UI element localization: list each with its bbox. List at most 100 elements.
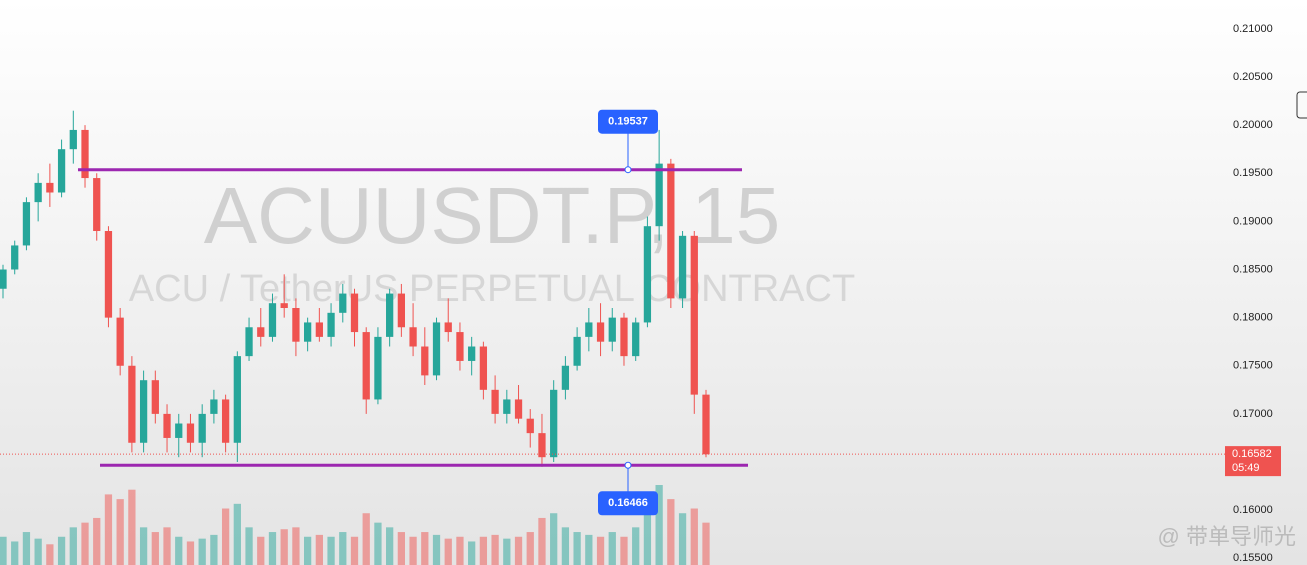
volume-bar [421,532,429,565]
candle-body [573,336,581,366]
y-tick-label: 0.19000 [1233,215,1273,227]
y-tick-label: 0.16000 [1233,504,1273,516]
candle-body [561,365,570,390]
volume-bar [315,534,323,565]
level-anchor [624,166,632,174]
axis-button[interactable] [1296,91,1307,119]
volume-bar [585,534,593,565]
volume-bar [233,503,241,565]
candle-body [632,322,640,357]
y-tick-label: 0.19500 [1233,167,1273,179]
candle-body [34,182,42,203]
volume-bar [620,536,628,565]
volume-bar [57,536,66,565]
volume-bar [561,527,570,565]
candle-body [643,226,652,323]
volume-bar [22,532,31,565]
y-tick-label: 0.17500 [1233,360,1273,372]
candle-body [526,418,534,434]
candle-body [280,303,288,309]
volume-bar [573,532,581,565]
y-tick-label: 0.20000 [1233,119,1273,131]
volume-bar [538,517,546,565]
candle-body [163,413,171,438]
volume-bar [514,536,523,565]
volume-bar [69,527,77,565]
volume-bar [198,538,206,565]
candle-body [503,399,511,414]
candle-body [11,245,19,270]
candle-body [514,399,523,419]
level-label: 0.16466 [608,497,648,509]
volume-bar [374,522,382,565]
volume-bar [702,522,710,565]
candle-body [245,327,253,357]
volume-bar [655,485,663,565]
volume-bar [81,522,89,565]
candle-body [690,235,698,395]
candle-body [444,322,452,333]
candle-body [456,332,464,361]
y-tick-label: 0.21000 [1233,23,1273,35]
candle-body [315,322,323,337]
candle-body [104,231,113,318]
candle-body [304,322,312,342]
volume-bar [257,536,265,565]
y-tick-label: 0.17000 [1233,408,1273,420]
volume-bar [350,536,359,565]
last-price-label: 0.16582 [1232,448,1272,460]
y-tick-label: 0.18500 [1233,263,1273,275]
candle-body [667,163,675,299]
volume-bar [221,508,230,565]
candle-body [116,317,124,366]
candle-body [585,322,593,337]
candle-body [596,322,605,342]
volume-bar [386,527,394,565]
candle-body [538,433,546,458]
candle-body [175,423,183,438]
volume-bar [163,527,171,565]
watermark-author: @ 带单导师光 [1158,524,1296,549]
candle-body [479,346,488,390]
volume-bar [608,532,616,565]
candle-body [93,178,101,232]
candle-body [409,327,417,347]
volume-bar [397,532,405,565]
candle-body [128,365,136,443]
candle-body [221,399,230,443]
volume-bar [175,536,183,565]
candle-body [22,202,31,246]
candle-body [292,308,300,342]
candle-body [608,317,616,342]
volume-bar [479,536,488,565]
volume-bar [280,529,288,565]
candle-body [374,336,382,400]
candle-body [186,423,195,443]
candle-body [81,129,89,179]
level-anchor [624,461,632,469]
candle-body [139,380,148,443]
volume-bar [268,532,277,565]
volume-bar [139,527,148,565]
candle-body [421,346,429,376]
volume-bar [327,536,335,565]
volume-bar [468,541,476,565]
volume-bar [186,541,195,565]
volume-bar [292,527,300,565]
last-price-box [1225,446,1281,477]
candle-body [151,380,159,414]
volume-bar [34,538,42,565]
candle-body [57,149,66,193]
volume-bar [0,536,7,565]
y-tick-label: 0.15500 [1233,552,1273,564]
candle-body [655,163,663,227]
candle-body [233,356,241,443]
volume-bar [11,541,19,565]
volume-bar [46,544,54,565]
volume-bar [678,513,687,565]
volume-bar [151,532,159,565]
candle-body [210,399,218,414]
